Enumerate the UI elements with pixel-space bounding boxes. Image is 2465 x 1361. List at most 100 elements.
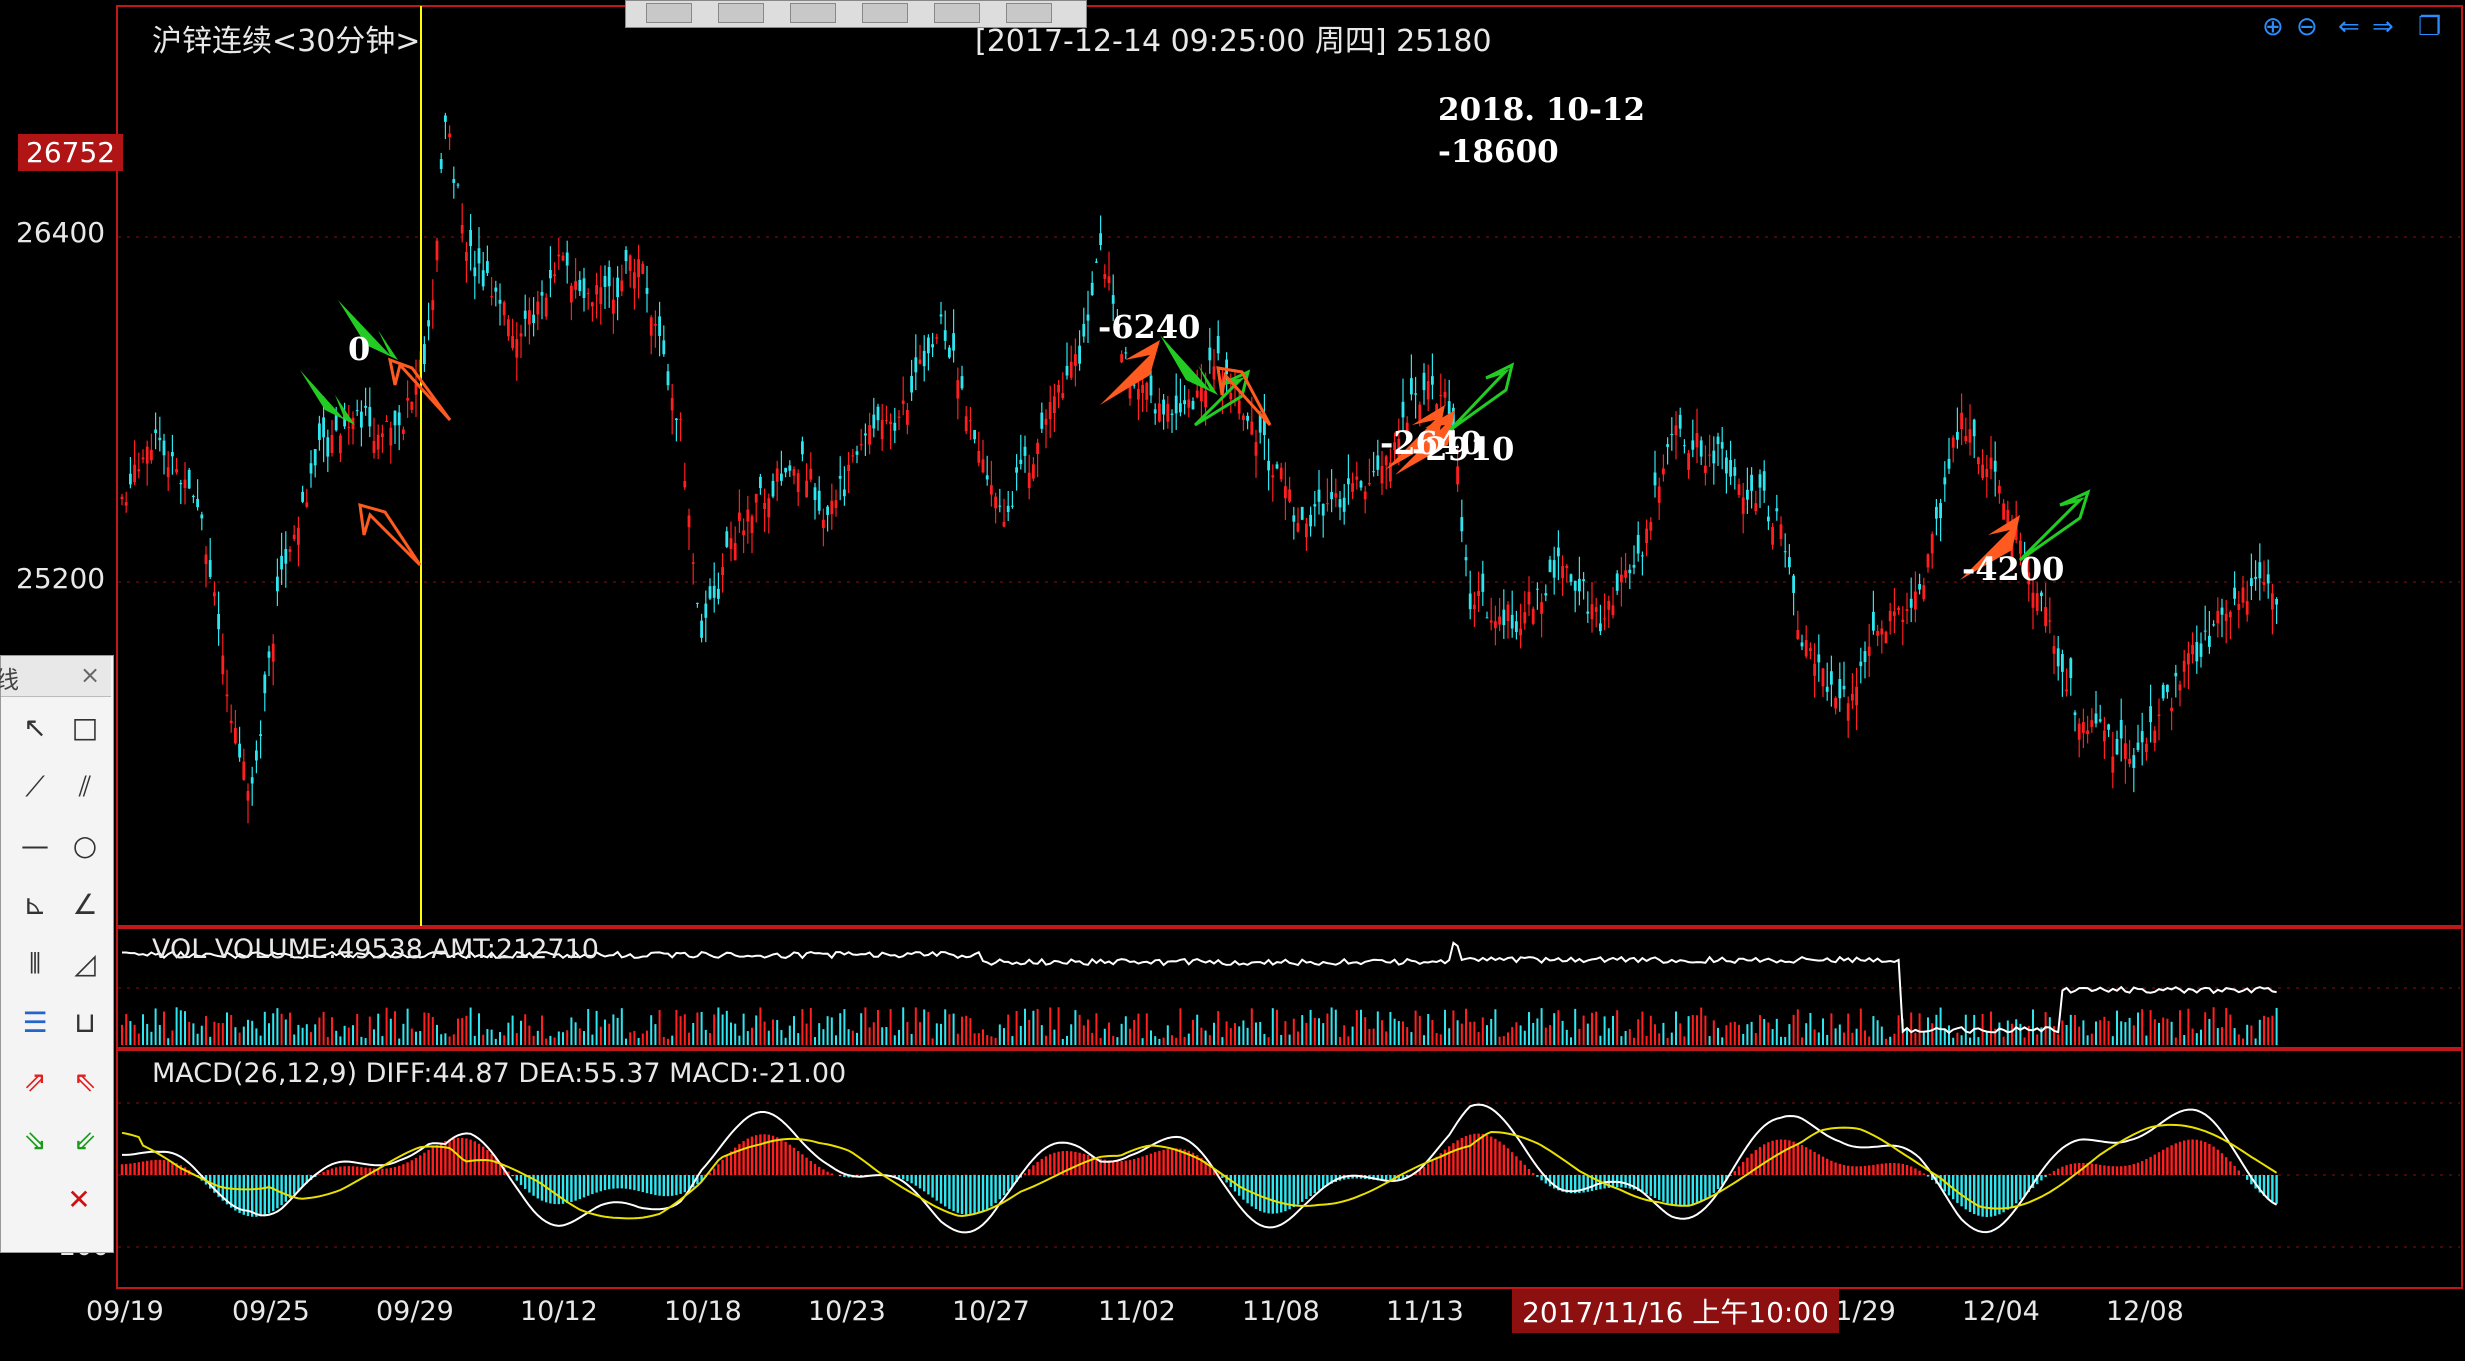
volume-bar (171, 1030, 174, 1045)
candle-body (1334, 493, 1338, 498)
macd-histogram-bar (960, 1175, 964, 1215)
macd-histogram-bar (129, 1163, 132, 1175)
candle-body (637, 259, 640, 278)
macd-histogram-bar (1221, 1175, 1224, 1178)
macd-histogram-bar (1095, 1157, 1098, 1175)
ellipse-tool-icon[interactable]: ○ (72, 829, 98, 862)
candle-body (1195, 390, 1199, 398)
candle-body (1443, 391, 1447, 398)
down-arrow-green-tool-icon[interactable]: ⇘ (23, 1124, 47, 1157)
toolbar-button[interactable] (934, 3, 980, 23)
macd-histogram-bar (797, 1150, 800, 1175)
volume-bar (1742, 1033, 1745, 1045)
candle-body (2069, 658, 2073, 678)
candle-body (595, 285, 598, 295)
toolbar-button[interactable] (646, 3, 692, 23)
candle-body (2157, 714, 2161, 716)
vertical-lines-tool-icon[interactable]: ⦀ (28, 947, 42, 980)
toolbar-button[interactable] (1006, 3, 1052, 23)
toolbar-button[interactable] (862, 3, 908, 23)
candle-body (1515, 621, 1518, 633)
candle-body (822, 519, 825, 529)
scroll-right-icon[interactable]: ⇒ (2372, 12, 2394, 42)
macd-histogram-bar (1553, 1175, 1556, 1189)
macd-histogram-bar (1628, 1175, 1631, 1189)
period-tool-icon[interactable]: ⊔ (74, 1006, 96, 1039)
macd-histogram-bar (1015, 1175, 1018, 1182)
candle-body (2086, 730, 2089, 735)
candle-body (376, 434, 380, 450)
volume-bar (1885, 1038, 1887, 1045)
candle-body (616, 277, 619, 298)
scroll-left-icon[interactable]: ⇐ (2338, 12, 2360, 42)
macd-histogram-bar (536, 1175, 539, 1199)
rectangle-tool-icon[interactable]: □ (71, 711, 99, 744)
volume-bar (520, 1020, 522, 1045)
gann-tool-icon[interactable]: ◿ (74, 947, 96, 980)
volume-bar (1809, 1012, 1812, 1045)
macd-histogram-bar (1620, 1175, 1623, 1188)
volume-bar (927, 1012, 930, 1045)
zoom-in-icon[interactable]: ⊕ (2262, 12, 2284, 42)
volume-bar (1830, 1013, 1833, 1045)
volume-bar (1196, 1014, 1199, 1045)
macd-histogram-bar (2153, 1154, 2156, 1175)
volume-bar (1616, 1010, 1619, 1045)
note-value: -18600 (1438, 134, 1559, 170)
horizontal-line-tool-icon[interactable]: — (21, 829, 49, 862)
volume-bar (226, 1012, 228, 1045)
ray-tool-icon[interactable]: ⊾ (23, 888, 47, 921)
instrument-title: 沪锌连续<30分钟> (152, 24, 421, 59)
macd-histogram-bar (1910, 1166, 1913, 1175)
volume-bar (142, 1014, 144, 1045)
up-arrow-red-outline-tool-icon[interactable]: ⇖ (73, 1065, 97, 1098)
candle-body (2077, 723, 2081, 740)
volume-bar (394, 1011, 396, 1045)
volume-bar (2103, 1016, 2106, 1045)
volume-bar (1956, 1032, 1959, 1045)
macd-histogram-bar (1863, 1165, 1867, 1175)
macd-histogram-bar (1141, 1156, 1144, 1175)
macd-histogram-bar (2174, 1143, 2177, 1175)
toolbox-header[interactable]: 线 × (0, 656, 111, 697)
macd-histogram-bar (2216, 1149, 2219, 1175)
volume-bar (1066, 1035, 1068, 1045)
macd-histogram-bar (469, 1139, 472, 1175)
delete-tool-icon[interactable]: ✕ (67, 1183, 91, 1216)
candle-body (1695, 433, 1699, 448)
volume-bar (448, 1036, 451, 1045)
volume-bar (1700, 1007, 1703, 1045)
volume-bar (1028, 1019, 1031, 1045)
down-arrow-green-outline-tool-icon[interactable]: ⇙ (73, 1124, 97, 1157)
volume-bar (1217, 1011, 1220, 1045)
volume-bar (641, 1033, 644, 1045)
close-icon[interactable]: × (79, 661, 101, 689)
macd-histogram-bar (1994, 1175, 1997, 1216)
volume-bar (1427, 1013, 1430, 1045)
zoom-out-icon[interactable]: ⊖ (2296, 12, 2318, 42)
up-arrow-red-tool-icon[interactable]: ⇗ (23, 1065, 47, 1098)
candle-body (763, 502, 766, 510)
candle-body (364, 405, 367, 408)
macd-histogram-bar (179, 1165, 182, 1175)
angle-tool-icon[interactable]: ∠ (72, 888, 98, 921)
candle-body (372, 440, 376, 453)
fibonacci-tool-icon[interactable]: ☰ (22, 1006, 48, 1039)
pointer-tool-icon[interactable]: ↖ (23, 711, 47, 744)
restore-window-icon[interactable]: ❐ (2418, 12, 2442, 42)
line-tool-icon[interactable]: ⟋ (25, 770, 45, 803)
candle-body (1649, 521, 1653, 531)
toolbar-button[interactable] (790, 3, 836, 23)
volume-bar (272, 1013, 275, 1045)
candle-body (2212, 624, 2215, 626)
macd-histogram-bar (2048, 1173, 2051, 1175)
macd-histogram-bar (1305, 1175, 1308, 1200)
macd-histogram-bar (1116, 1161, 1119, 1175)
parallel-line-tool-icon[interactable]: ⫽ (78, 770, 92, 803)
toolbar-button[interactable] (718, 3, 764, 23)
macd-histogram-bar (1011, 1175, 1014, 1187)
macd-histogram-bar (1872, 1164, 1875, 1175)
candle-body (1939, 503, 1942, 519)
candle-body (1141, 384, 1144, 393)
